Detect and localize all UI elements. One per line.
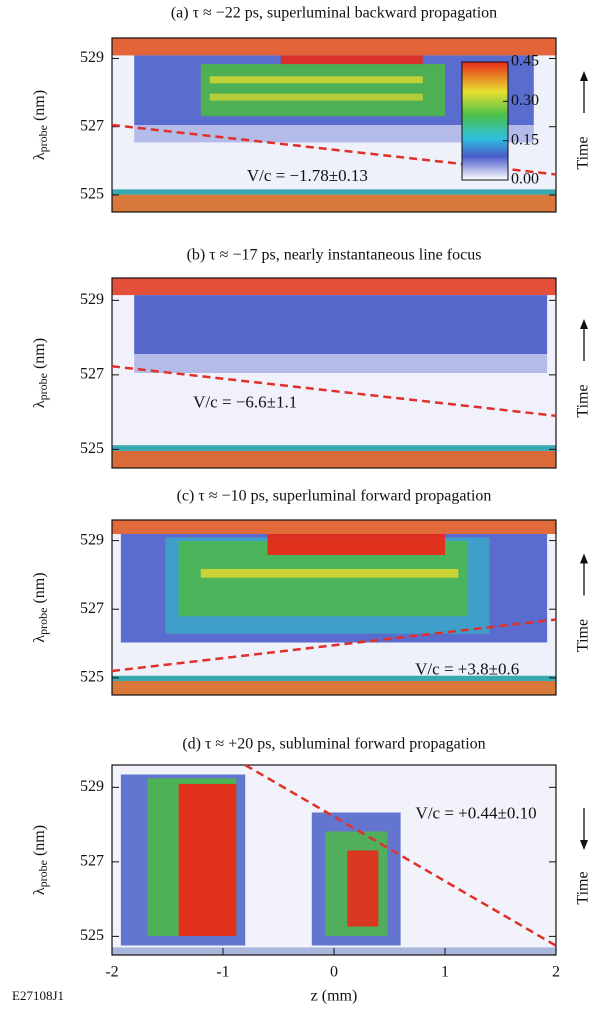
x-tick-label: 2: [552, 964, 560, 981]
y-label-part: probe: [36, 608, 50, 635]
panel-title: (b) τ ≈ −17 ps, nearly instantaneous lin…: [187, 247, 482, 264]
y-tick-label: 525: [80, 927, 104, 944]
y-tick-label: 525: [80, 186, 104, 203]
y-tick-label: 527: [80, 853, 104, 870]
x-tick-label: -2: [105, 964, 118, 981]
heatmap-patch: [112, 194, 556, 212]
figure-code: E27108J1: [12, 988, 64, 1003]
y-axis-label: λprobe (nm): [31, 825, 50, 895]
time-arrowhead: [580, 553, 588, 564]
x-tick-label: 0: [330, 964, 338, 981]
y-label-part: (nm): [31, 338, 48, 369]
heatmap-patch: [112, 445, 556, 451]
y-tick-label: 529: [80, 531, 104, 548]
heatmap-patch: [267, 534, 445, 555]
y-label-part: λ: [31, 887, 48, 895]
x-tick-label: 1: [441, 964, 449, 981]
heatmap-patch: [134, 354, 548, 373]
time-arrowhead: [580, 71, 588, 81]
y-axis-label: λprobe (nm): [31, 90, 50, 160]
y-label-part: λ: [31, 635, 48, 643]
fit-line: [244, 763, 557, 947]
y-tick-label: 527: [80, 366, 104, 383]
heatmap-patch: [112, 681, 556, 695]
heatmap-patch: [112, 675, 556, 681]
heatmap-patch: [112, 278, 556, 296]
annotation: V/c = −6.6±1.1: [193, 392, 297, 411]
heatmap-patch: [112, 189, 556, 195]
y-tick-label: 527: [80, 117, 104, 134]
y-tick-label: 529: [80, 778, 104, 795]
annotation: V/c = +0.44±0.10: [416, 803, 537, 822]
plot-frame: [111, 277, 557, 469]
heatmap-patch: [112, 450, 556, 468]
heatmap-patch: [280, 55, 423, 65]
side-label: Time: [575, 871, 592, 904]
y-label-part: (nm): [31, 825, 48, 856]
heatmap-patch: [200, 569, 459, 578]
x-axis-label: z (mm): [311, 988, 358, 1005]
y-tick-label: 527: [80, 600, 104, 617]
heatmap-patch: [209, 76, 423, 84]
panel-title: (d) τ ≈ +20 ps, subluminal forward propa…: [182, 736, 485, 753]
colorbar-tick-label: 0.45: [511, 53, 539, 70]
y-axis-label: λprobe (nm): [31, 572, 50, 642]
fit-line: [111, 618, 557, 673]
annotation: V/c = −1.78±0.13: [247, 166, 368, 185]
panel-title: (a) τ ≈ −22 ps, superluminal backward pr…: [171, 5, 497, 22]
panel-title: (c) τ ≈ −10 ps, superluminal forward pro…: [177, 488, 492, 505]
heatmap-patch: [112, 38, 556, 56]
heatmap-patch: [200, 64, 445, 117]
y-label-part: probe: [36, 125, 50, 152]
heatmap-patch: [209, 93, 423, 101]
y-label-part: (nm): [31, 90, 48, 121]
y-label-part: probe: [36, 373, 50, 400]
x-tick-label: -1: [216, 964, 229, 981]
time-arrowhead: [580, 319, 588, 329]
colorbar-tick-label: 0.15: [511, 131, 539, 148]
annotation: V/c = +3.8±0.6: [415, 659, 519, 678]
heatmap-patch: [134, 295, 548, 354]
side-label: Time: [575, 619, 592, 652]
y-label-part: λ: [31, 400, 48, 408]
heatmap-patch: [347, 850, 379, 927]
fit-line: [111, 123, 557, 176]
y-label-part: (nm): [31, 572, 48, 603]
y-tick-label: 529: [80, 49, 104, 66]
y-axis-label: λprobe (nm): [31, 338, 50, 408]
y-label-part: λ: [31, 152, 48, 160]
y-tick-label: 525: [80, 440, 104, 457]
side-label: Time: [575, 384, 592, 417]
plot-frame: [111, 519, 557, 696]
y-tick-label: 525: [80, 669, 104, 686]
colorbar-tick-label: 0.00: [511, 171, 539, 188]
time-arrowhead: [580, 840, 588, 850]
y-tick-label: 529: [80, 291, 104, 308]
side-label: Time: [575, 136, 592, 169]
heatmap-patch: [112, 520, 556, 534]
colorbar: [461, 61, 509, 181]
colorbar-tick-label: 0.30: [511, 92, 539, 109]
fit-line: [111, 365, 557, 418]
y-label-part: probe: [36, 860, 50, 887]
heatmap-patch: [178, 784, 237, 936]
